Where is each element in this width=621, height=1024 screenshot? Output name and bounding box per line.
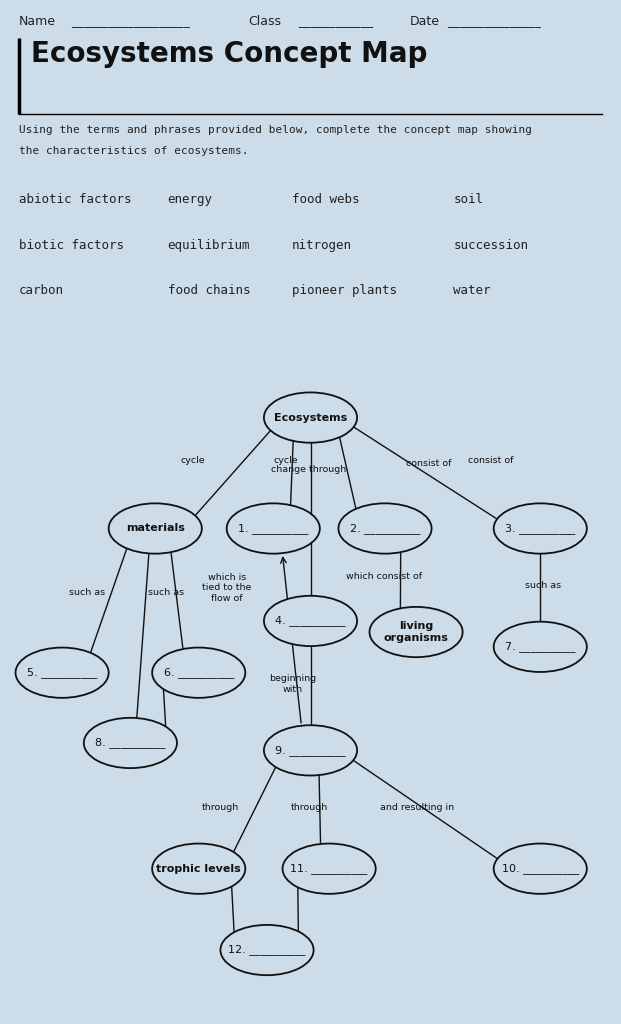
Text: ____________: ____________ [298,15,373,28]
Text: through: through [202,803,239,812]
Ellipse shape [109,504,202,554]
Text: which consist of: which consist of [346,572,422,581]
Text: 5. __________: 5. __________ [27,668,97,678]
Text: Class: Class [248,15,281,28]
Text: soil: soil [453,194,483,206]
Ellipse shape [338,504,432,554]
Text: the characteristics of ecosystems.: the characteristics of ecosystems. [19,145,248,156]
Ellipse shape [152,844,245,894]
Ellipse shape [220,925,314,975]
Text: such as: such as [69,589,105,597]
Text: nitrogen: nitrogen [292,239,352,252]
Text: biotic factors: biotic factors [19,239,124,252]
Text: living
organisms: living organisms [384,622,448,643]
Text: 1. __________: 1. __________ [238,523,309,534]
Text: Name: Name [19,15,56,28]
Text: 12. __________: 12. __________ [229,944,306,955]
Text: 10. __________: 10. __________ [502,863,579,874]
Text: abiotic factors: abiotic factors [19,194,131,206]
Text: 8. __________: 8. __________ [95,737,166,749]
Text: and resulting in: and resulting in [380,803,455,812]
Text: change through: change through [271,465,347,474]
Ellipse shape [494,844,587,894]
Ellipse shape [16,647,109,698]
Ellipse shape [264,596,357,646]
Text: 6. __________: 6. __________ [163,668,234,678]
Text: trophic levels: trophic levels [156,863,241,873]
Text: pioneer plants: pioneer plants [292,284,397,297]
Text: Using the terms and phrases provided below, complete the concept map showing: Using the terms and phrases provided bel… [19,125,532,135]
Text: Ecosystems Concept Map: Ecosystems Concept Map [31,40,427,68]
Text: _______________: _______________ [447,15,541,28]
Text: through: through [291,803,328,812]
Ellipse shape [152,647,245,698]
Text: consist of: consist of [468,456,514,465]
Text: 11. __________: 11. __________ [291,863,368,874]
Text: materials: materials [126,523,184,534]
Text: food chains: food chains [168,284,250,297]
Ellipse shape [283,844,376,894]
Ellipse shape [494,504,587,554]
Text: which is
tied to the
flow of: which is tied to the flow of [202,572,252,602]
Text: food webs: food webs [292,194,360,206]
Text: carbon: carbon [19,284,63,297]
Text: Ecosystems: Ecosystems [274,413,347,423]
Text: such as: such as [148,589,184,597]
Text: water: water [453,284,491,297]
Text: 4. __________: 4. __________ [275,615,346,627]
Text: such as: such as [525,581,561,590]
Text: 2. __________: 2. __________ [350,523,420,534]
Text: succession: succession [453,239,528,252]
Ellipse shape [264,725,357,775]
Text: beginning
with: beginning with [270,674,317,693]
Text: Date: Date [410,15,440,28]
Text: consist of: consist of [406,459,451,468]
Ellipse shape [264,392,357,442]
Ellipse shape [494,622,587,672]
Text: 3. __________: 3. __________ [505,523,576,534]
Text: cycle: cycle [180,456,205,465]
Text: ___________________: ___________________ [71,15,190,28]
Ellipse shape [369,607,463,657]
Text: equilibrium: equilibrium [168,239,250,252]
Text: 9. __________: 9. __________ [275,744,346,756]
Ellipse shape [227,504,320,554]
Text: energy: energy [168,194,212,206]
Ellipse shape [84,718,177,768]
Text: cycle: cycle [273,456,298,465]
Text: 7. __________: 7. __________ [505,641,576,652]
